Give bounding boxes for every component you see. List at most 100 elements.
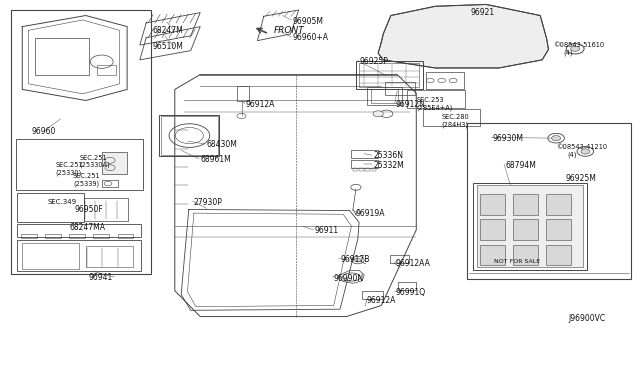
Bar xyxy=(359,63,419,87)
Text: 68794M: 68794M xyxy=(505,161,536,170)
Bar xyxy=(17,224,141,237)
Bar xyxy=(97,65,116,75)
Text: (25330A): (25330A) xyxy=(79,162,110,169)
Text: 25336N: 25336N xyxy=(373,151,403,160)
Bar xyxy=(477,185,583,267)
Text: 96905M: 96905M xyxy=(292,17,323,26)
Bar xyxy=(362,291,383,299)
Bar xyxy=(399,282,416,290)
Text: 96919A: 96919A xyxy=(356,209,385,218)
Text: SEC.251: SEC.251 xyxy=(73,173,100,179)
Text: 96960+A: 96960+A xyxy=(292,33,328,42)
Bar xyxy=(385,82,415,95)
Text: ©08543-51610: ©08543-51610 xyxy=(553,42,604,48)
Bar xyxy=(390,255,409,263)
Bar xyxy=(22,243,79,269)
Text: (4): (4) xyxy=(564,50,573,57)
Text: 96925M: 96925M xyxy=(566,174,596,183)
Text: J96900VC: J96900VC xyxy=(568,314,605,323)
Text: SEC.253: SEC.253 xyxy=(416,97,444,103)
Bar xyxy=(480,219,505,240)
Bar xyxy=(102,180,118,187)
Bar xyxy=(45,234,61,238)
Text: 96990N: 96990N xyxy=(333,274,364,283)
Bar xyxy=(480,194,505,215)
Text: 27930P: 27930P xyxy=(194,198,223,206)
Text: SEC.280: SEC.280 xyxy=(442,114,470,120)
Bar xyxy=(351,160,378,168)
Bar xyxy=(365,168,370,171)
Text: 68247MA: 68247MA xyxy=(70,224,106,232)
Bar xyxy=(546,219,572,240)
Text: 68961M: 68961M xyxy=(200,155,231,164)
Text: 68430M: 68430M xyxy=(207,140,237,149)
Text: 96912N: 96912N xyxy=(396,100,426,109)
Polygon shape xyxy=(378,4,548,68)
Bar xyxy=(16,139,143,190)
Bar xyxy=(351,150,378,158)
Bar xyxy=(513,244,538,265)
Circle shape xyxy=(581,149,590,154)
Bar xyxy=(480,244,505,265)
Text: FRONT: FRONT xyxy=(273,26,304,35)
Text: (25330): (25330) xyxy=(55,169,81,176)
Bar xyxy=(159,115,220,156)
Text: (285E4+A): (285E4+A) xyxy=(416,105,452,111)
Bar xyxy=(426,72,464,89)
Circle shape xyxy=(355,258,361,262)
Bar xyxy=(513,194,538,215)
Text: 96917B: 96917B xyxy=(340,255,369,264)
Bar xyxy=(35,38,89,75)
Text: 96950F: 96950F xyxy=(74,205,103,214)
Text: (284H3): (284H3) xyxy=(442,121,468,128)
Text: NOT FOR SALE: NOT FOR SALE xyxy=(493,259,540,264)
Bar xyxy=(422,109,480,126)
Bar xyxy=(356,61,422,89)
Bar xyxy=(367,87,402,105)
Circle shape xyxy=(373,111,383,117)
Circle shape xyxy=(571,46,580,51)
Bar xyxy=(118,234,134,238)
Bar xyxy=(513,219,538,240)
Bar xyxy=(359,168,364,171)
Text: (25339): (25339) xyxy=(73,180,99,187)
Bar xyxy=(353,168,357,171)
Bar xyxy=(546,244,572,265)
Text: 96911: 96911 xyxy=(315,226,339,235)
Bar xyxy=(93,234,109,238)
Text: 96941: 96941 xyxy=(89,273,113,282)
Text: SEC.251: SEC.251 xyxy=(79,155,107,161)
Bar xyxy=(237,86,248,101)
Text: 96912AA: 96912AA xyxy=(396,259,431,268)
Text: SEC.251: SEC.251 xyxy=(55,162,83,168)
Bar xyxy=(474,183,587,270)
Bar xyxy=(372,168,376,171)
Text: 96930M: 96930M xyxy=(493,134,524,142)
Bar xyxy=(86,246,134,267)
Bar xyxy=(371,89,399,103)
Bar xyxy=(102,152,127,174)
Bar xyxy=(11,10,150,274)
Text: 96925P: 96925P xyxy=(359,57,388,66)
Text: 96912A: 96912A xyxy=(367,296,396,305)
Bar xyxy=(161,116,218,155)
Text: 25332M: 25332M xyxy=(373,161,404,170)
Bar xyxy=(467,124,631,279)
Bar xyxy=(17,193,84,222)
Circle shape xyxy=(552,135,561,141)
Bar xyxy=(546,194,572,215)
Text: 96912A: 96912A xyxy=(246,100,275,109)
Text: ©08543-41210: ©08543-41210 xyxy=(556,144,607,150)
Text: 96921: 96921 xyxy=(470,8,495,17)
Text: 68247M: 68247M xyxy=(152,26,183,35)
Bar xyxy=(17,240,141,271)
Bar xyxy=(21,234,37,238)
Bar xyxy=(69,234,85,238)
Text: (4): (4) xyxy=(567,151,577,158)
Bar xyxy=(408,90,465,108)
Bar xyxy=(84,198,129,221)
Text: 96510M: 96510M xyxy=(152,42,184,51)
Text: 96960: 96960 xyxy=(32,127,56,137)
Text: SEC.349: SEC.349 xyxy=(48,199,77,205)
Text: 96991Q: 96991Q xyxy=(396,288,426,297)
